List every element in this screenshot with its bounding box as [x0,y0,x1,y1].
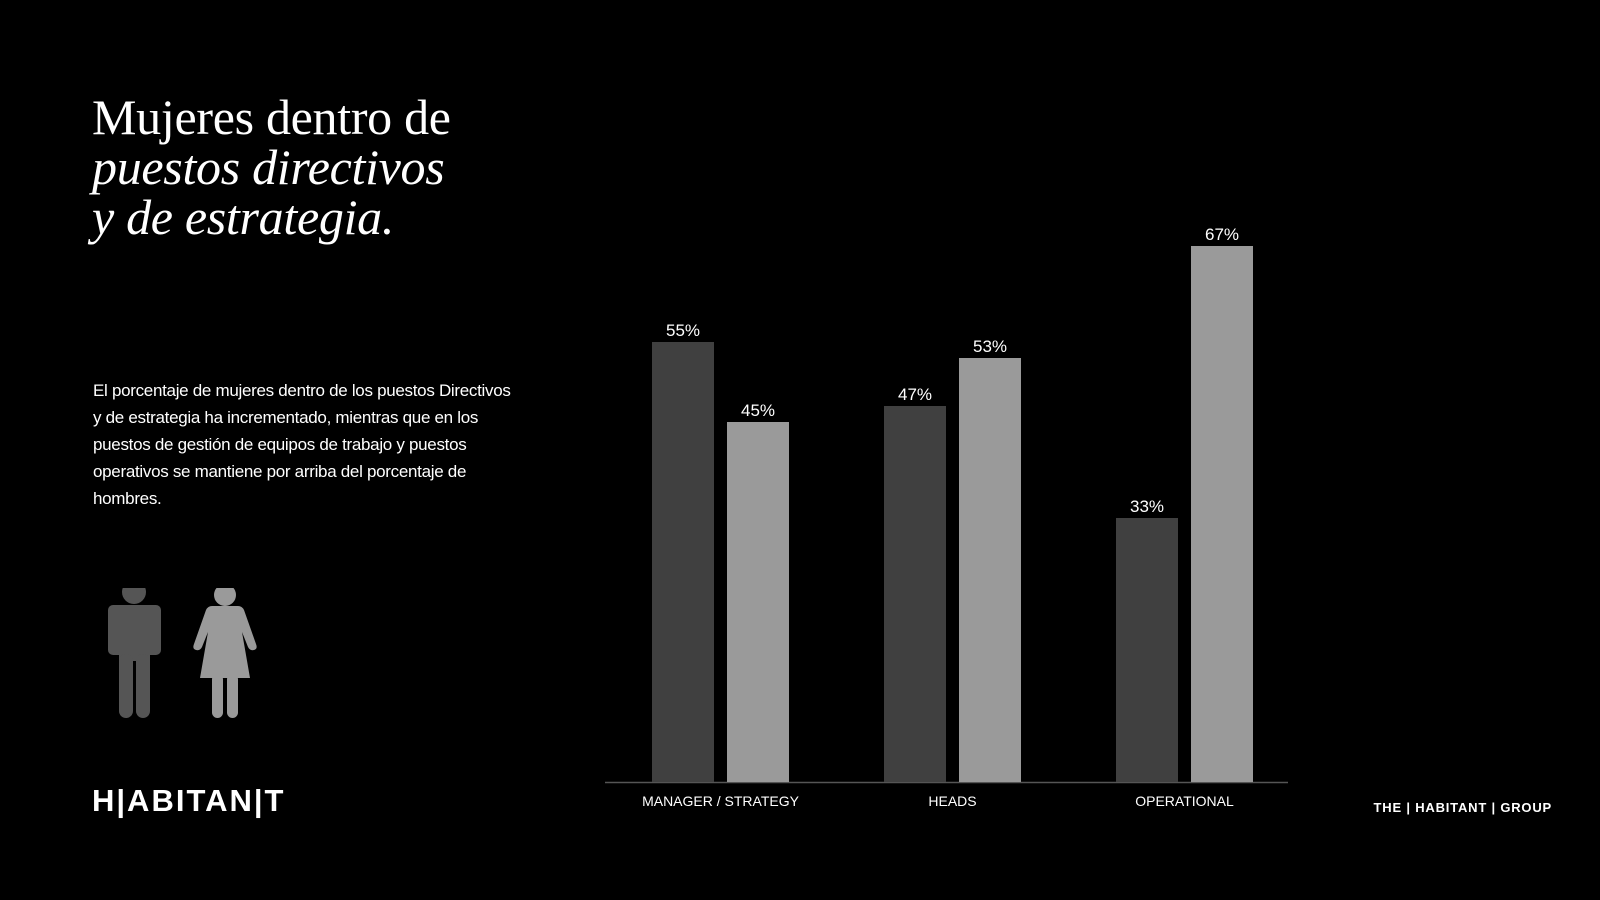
value-label-series-1-2: 33% [1130,497,1164,516]
bar-series-2-1 [959,358,1021,782]
description-text: El porcentaje de mujeres dentro de los p… [93,381,511,508]
habitant-logo: H|ABITAN|T [92,783,286,818]
value-label-series-2-2: 67% [1205,225,1239,244]
category-label-0: MANAGER / STRATEGY [642,793,800,809]
value-label-series-1-0: 55% [666,321,700,340]
value-label-series-2-1: 53% [973,337,1007,356]
bar-series-1-0 [652,342,714,782]
value-label-series-2-0: 45% [741,401,775,420]
category-label-1: HEADS [928,793,976,809]
bar-series-1-1 [884,406,946,782]
bar-series-2-0 [727,422,789,782]
bar-series-2-2 [1191,246,1253,782]
title-line-3: y de estrategia. [92,189,395,245]
category-label-2: OPERATIONAL [1135,793,1234,809]
title-line-2: puestos directivos [92,139,445,195]
bar-chart: 55% 45% MANAGER / STRATEGY 47% 53% HEADS 33% 67… [605,225,1288,809]
value-label-series-1-1: 47% [898,385,932,404]
gender-figures [108,588,257,718]
woman-icon [193,588,257,718]
title-line-1: Mujeres dentro de [92,89,451,145]
man-icon [108,588,161,718]
bar-series-1-2 [1116,518,1178,782]
footer-brand: THE | HABITANT | GROUP [1373,800,1552,815]
page-title: Mujeres dentro de puestos directivos y d… [92,92,572,242]
